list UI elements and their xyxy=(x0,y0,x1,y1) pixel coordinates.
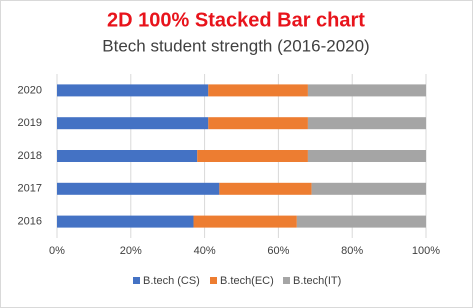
legend-marker xyxy=(283,277,290,284)
bar-segment xyxy=(197,150,308,162)
chart-subtitle: Btech student strength (2016-2020) xyxy=(102,36,369,55)
bar-segment xyxy=(219,182,312,195)
bar-segment xyxy=(208,117,308,130)
x-tick-label: 100% xyxy=(412,245,440,257)
legend-label: B.tech(IT) xyxy=(293,275,341,287)
y-tick-label: 2018 xyxy=(18,150,42,162)
bar-segment xyxy=(57,215,194,228)
legend-label: B.tech (CS) xyxy=(143,275,200,287)
bar-segment xyxy=(307,84,426,97)
legend-marker xyxy=(133,277,140,284)
bar-segment xyxy=(57,182,220,195)
chart-title: 2D 100% Stacked Bar chart xyxy=(107,9,365,31)
bar-segment xyxy=(296,215,426,228)
y-tick-label: 2017 xyxy=(18,183,42,195)
bar-segment xyxy=(193,215,297,228)
x-tick-label: 0% xyxy=(49,245,65,257)
bar-segment xyxy=(57,150,198,162)
bar-segment xyxy=(208,84,308,97)
y-tick-label: 2020 xyxy=(18,84,42,96)
x-tick-label: 40% xyxy=(194,245,216,257)
legend-marker xyxy=(210,277,217,284)
x-tick-label: 80% xyxy=(341,245,363,257)
bar-segment xyxy=(57,117,209,130)
bar-segment xyxy=(307,150,426,162)
bar-segment xyxy=(311,182,426,195)
y-tick-label: 2019 xyxy=(18,117,42,129)
bar-segment xyxy=(307,117,426,130)
y-tick-label: 2016 xyxy=(18,216,42,228)
legend-label: B.tech(EC) xyxy=(220,275,274,287)
x-tick-label: 20% xyxy=(120,245,142,257)
x-tick-label: 60% xyxy=(267,245,289,257)
bar-segment xyxy=(57,84,209,97)
